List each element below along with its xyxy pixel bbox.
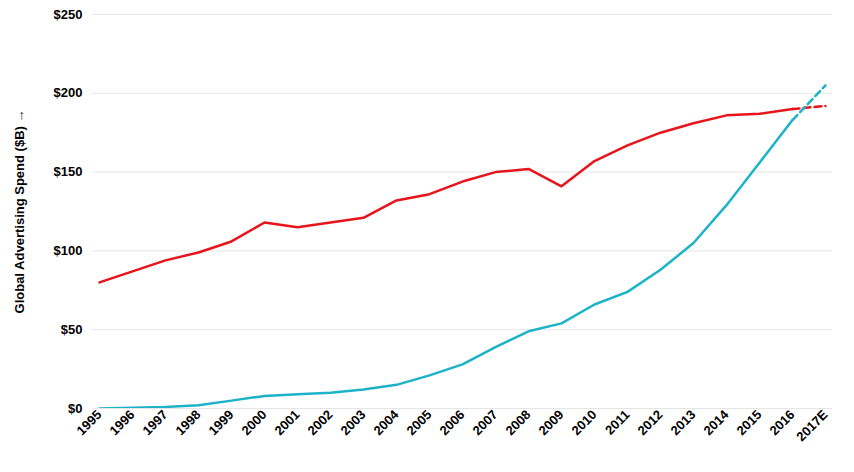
svg-text:1995: 1995	[74, 407, 105, 438]
svg-text:2001: 2001	[272, 407, 303, 438]
svg-text:2007: 2007	[470, 407, 501, 438]
svg-text:2008: 2008	[503, 407, 534, 438]
svg-text:2017E: 2017E	[793, 407, 830, 444]
svg-text:2015: 2015	[734, 407, 765, 438]
svg-text:2009: 2009	[536, 407, 567, 438]
svg-text:$0: $0	[68, 401, 82, 416]
svg-text:2016: 2016	[766, 407, 798, 438]
svg-text:1998: 1998	[173, 407, 204, 438]
svg-text:2000: 2000	[239, 407, 270, 438]
svg-text:2002: 2002	[305, 407, 336, 438]
svg-text:2013: 2013	[668, 407, 699, 438]
svg-text:1996: 1996	[107, 407, 138, 438]
svg-text:$100: $100	[54, 243, 83, 258]
svg-text:2004: 2004	[371, 406, 403, 438]
svg-text:$200: $200	[54, 85, 83, 100]
svg-text:Global Advertising Spend ($B): Global Advertising Spend ($B) →	[12, 110, 27, 314]
svg-text:$50: $50	[61, 322, 83, 337]
svg-text:2006: 2006	[437, 407, 468, 438]
svg-text:2011: 2011	[602, 407, 633, 438]
svg-text:2005: 2005	[404, 407, 435, 438]
svg-text:2014: 2014	[701, 406, 733, 438]
svg-text:2012: 2012	[635, 407, 666, 438]
svg-text:1999: 1999	[206, 407, 237, 438]
svg-text:2010: 2010	[569, 407, 600, 438]
svg-text:$250: $250	[54, 7, 83, 22]
svg-text:$150: $150	[54, 164, 83, 179]
svg-text:1997: 1997	[140, 407, 171, 438]
svg-text:2003: 2003	[338, 407, 369, 438]
